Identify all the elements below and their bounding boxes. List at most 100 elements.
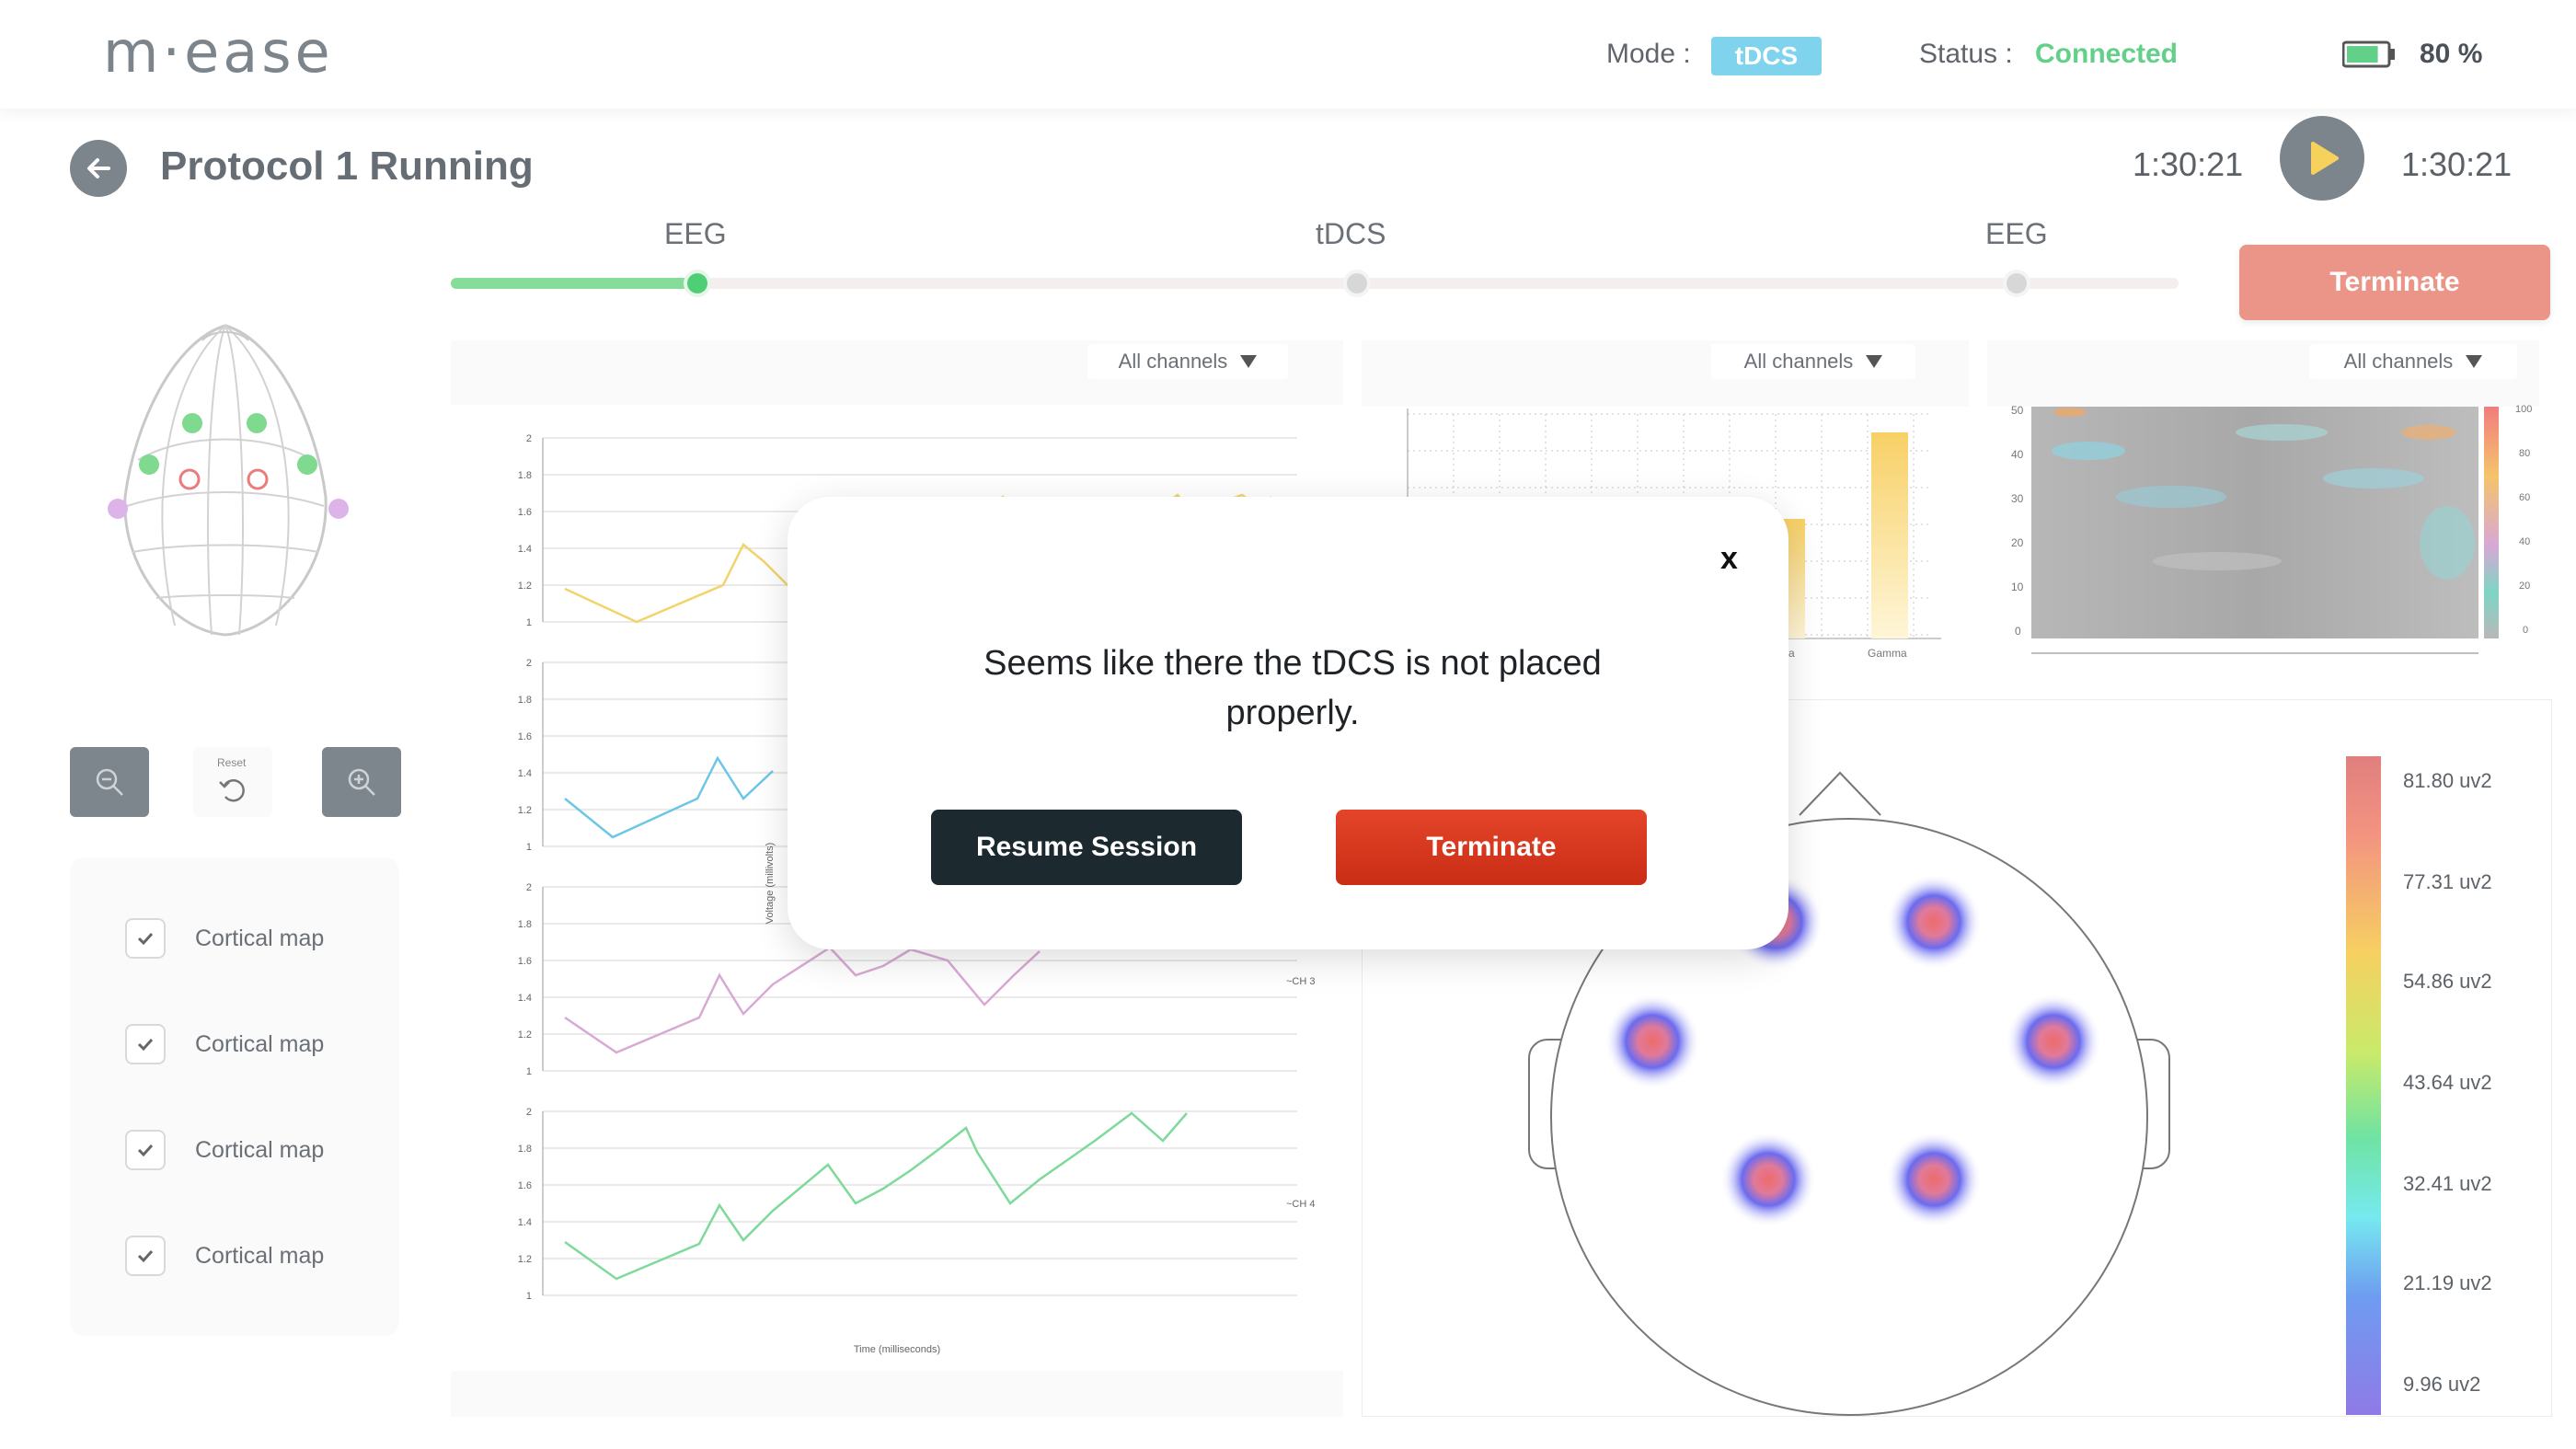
- reset-button[interactable]: [193, 747, 272, 817]
- eeg-ytick: 1.8: [518, 470, 532, 481]
- dialog-message: Seems like there the tDCS is not placed …: [983, 644, 1602, 732]
- colorbar-label: 77.31 uv2: [2403, 870, 2492, 893]
- electrode-dot[interactable]: [108, 499, 128, 519]
- cortical-hotspot: [1886, 1132, 1982, 1227]
- layer-row[interactable]: Cortical map: [125, 915, 324, 961]
- arrow-left-icon: [87, 158, 110, 178]
- dialog-terminate-button[interactable]: Terminate: [1336, 810, 1647, 885]
- eeg-xlabel: Time (milliseconds): [854, 1344, 940, 1355]
- layer-row[interactable]: Cortical map: [125, 1127, 324, 1173]
- electrode-dot[interactable]: [182, 413, 202, 433]
- layer-checkbox[interactable]: [125, 1236, 166, 1276]
- zoom-out-button[interactable]: [70, 747, 149, 817]
- mode-label: Mode :: [1606, 39, 1691, 69]
- terminate-button[interactable]: Terminate: [2239, 245, 2550, 320]
- band-bar: [1871, 432, 1908, 638]
- bands-channel-select-value: All channels: [1743, 350, 1854, 373]
- colorbar-label: 9.96 uv2: [2403, 1373, 2481, 1396]
- colorbar-label: 32.41 uv2: [2403, 1172, 2492, 1195]
- bands-channel-select[interactable]: All channels: [1711, 344, 1915, 379]
- band-label: Gamma: [1868, 647, 1907, 660]
- layer-label: Cortical map: [195, 1030, 325, 1057]
- mode-badge: tDCS: [1711, 37, 1822, 75]
- spectro-scale-tick: 0: [2523, 625, 2528, 636]
- eeg-ytick: 2: [526, 882, 532, 893]
- progress-fill: [451, 278, 697, 289]
- top-bar: [0, 0, 2576, 109]
- check-icon: [137, 932, 154, 946]
- eeg-channel-select-value: All channels: [1118, 350, 1228, 373]
- cortical-hotspot: [1720, 1132, 1816, 1227]
- layer-row[interactable]: Cortical map: [125, 1021, 324, 1067]
- progress-track: [451, 278, 2179, 289]
- battery-percentage: 80 %: [2420, 39, 2483, 69]
- spectro-scale-tick: 40: [2519, 536, 2530, 547]
- stage-marker-eeg-2[interactable]: [2007, 273, 2027, 293]
- eeg-trace-ch1: [564, 543, 792, 624]
- colorbar-label: 81.80 uv2: [2403, 769, 2492, 792]
- electrode-dot[interactable]: [139, 454, 159, 475]
- connection-status: Connected: [2035, 39, 2179, 69]
- layer-label: Cortical map: [195, 1242, 325, 1269]
- eeg-ytick: 1: [526, 1066, 532, 1077]
- eeg-ylabel: Voltage (millivolts): [765, 843, 776, 925]
- stage-label-eeg-2: EEG: [1985, 217, 2048, 250]
- spectro-ytick: 50: [2011, 404, 2024, 417]
- play-button[interactable]: [2280, 116, 2364, 201]
- spectro-ytick: 0: [2015, 625, 2021, 638]
- eeg-trace-ch4: [564, 1111, 1188, 1281]
- eeg-channel-select[interactable]: All channels: [1087, 344, 1288, 379]
- eeg-ytick: 1.6: [518, 507, 532, 518]
- eeg-ytick: 2: [526, 658, 532, 669]
- total-timer: 1:30:21: [2401, 145, 2513, 183]
- zoom-in-icon: [348, 768, 375, 796]
- spectro-ytick: 10: [2011, 581, 2024, 593]
- eeg-ytick: 1.2: [518, 805, 532, 816]
- reset-label: Reset: [217, 756, 247, 769]
- eeg-ytick: 1: [526, 842, 532, 853]
- zoom-out-icon: [96, 768, 123, 796]
- close-dialog-button[interactable]: x: [1720, 541, 1738, 576]
- cortical-colorbar: [2346, 756, 2381, 1415]
- spectro-ytick: 30: [2011, 492, 2024, 505]
- eeg-ytick: 1.4: [518, 1217, 532, 1228]
- layer-checkbox[interactable]: [125, 918, 166, 959]
- electrode-dot[interactable]: [178, 468, 201, 490]
- eeg-channel-tag: ~CH 4: [1286, 1199, 1316, 1210]
- eeg-trace-ch3: [564, 946, 1041, 1054]
- reset-icon: [219, 779, 245, 802]
- eeg-ytick: 1.8: [518, 1144, 532, 1155]
- eeg-ytick: 1.4: [518, 993, 532, 1004]
- electrode-dot[interactable]: [297, 454, 317, 475]
- eeg-ytick: 1: [526, 1291, 532, 1302]
- check-icon: [137, 1038, 154, 1052]
- layer-checkbox[interactable]: [125, 1024, 166, 1064]
- spectro-scale-tick: 100: [2515, 404, 2532, 415]
- layer-checkbox[interactable]: [125, 1130, 166, 1170]
- layer-row[interactable]: Cortical map: [125, 1233, 324, 1279]
- electrode-dot[interactable]: [247, 413, 267, 433]
- colorbar-label: 43.64 uv2: [2403, 1071, 2492, 1094]
- spectrogram-channel-select[interactable]: All channels: [2309, 344, 2517, 379]
- eeg-ytick: 1.6: [518, 1180, 532, 1191]
- spectro-scale-tick: 60: [2519, 492, 2530, 503]
- battery-icon: [2342, 40, 2395, 68]
- electrode-dot[interactable]: [328, 499, 349, 519]
- page-title: Protocol 1 Running: [160, 144, 534, 189]
- zoom-in-button[interactable]: [322, 747, 401, 817]
- spectrogram-channel-select-value: All channels: [2343, 350, 2454, 373]
- eeg-ytick: 1.6: [518, 956, 532, 967]
- electrode-dot[interactable]: [247, 468, 269, 490]
- eeg-trace-ch2: [564, 755, 774, 839]
- cortical-hotspot: [2006, 994, 2101, 1089]
- back-button[interactable]: [70, 140, 127, 197]
- stage-marker-eeg-1[interactable]: [687, 273, 707, 293]
- stage-marker-tdcs[interactable]: [1347, 273, 1367, 293]
- resume-session-button[interactable]: Resume Session: [931, 810, 1242, 885]
- spectrogram-colorbar: [2484, 407, 2499, 638]
- stage-label-eeg-1: EEG: [664, 217, 727, 250]
- play-icon: [2311, 142, 2339, 175]
- eeg-ytick: 1: [526, 617, 532, 628]
- eeg-channel-tag: ~CH 3: [1286, 976, 1316, 987]
- layer-label: Cortical map: [195, 925, 325, 951]
